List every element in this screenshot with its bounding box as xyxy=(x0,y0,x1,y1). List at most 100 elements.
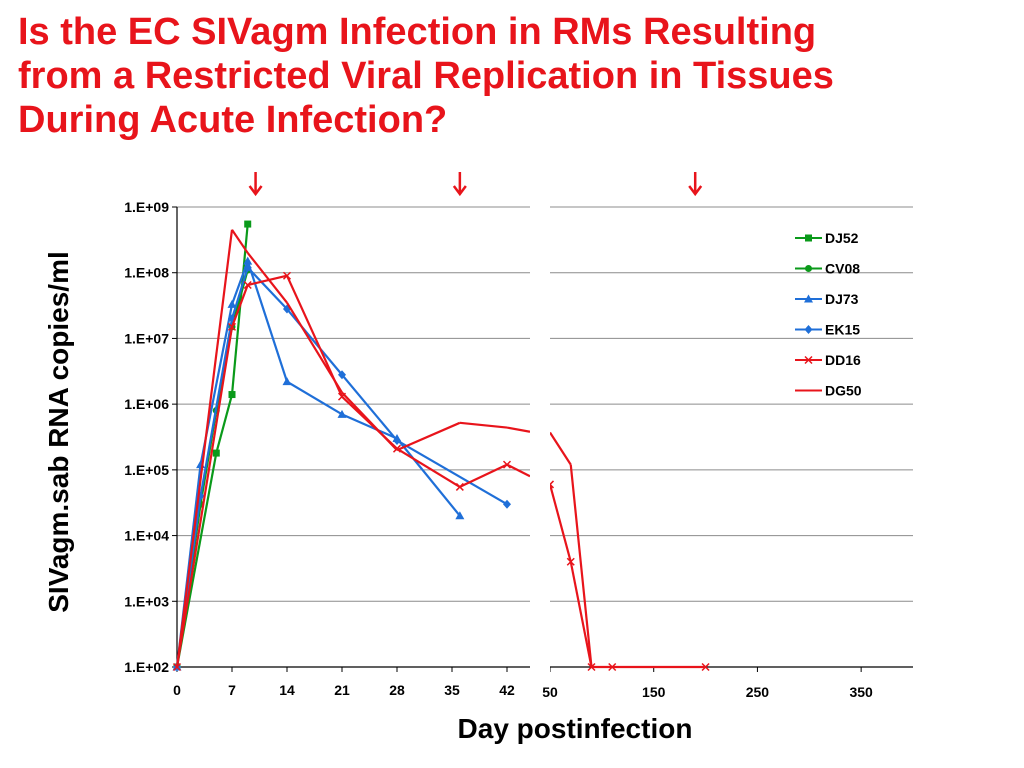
legend-item-dj52: DJ52 xyxy=(795,230,859,246)
series-segment xyxy=(506,463,531,478)
series-segment xyxy=(569,464,593,668)
x-tick-label: 150 xyxy=(642,684,666,700)
inoculation-arrow xyxy=(248,172,263,197)
series-segment xyxy=(286,302,343,394)
series-segment xyxy=(246,266,288,310)
series-segment xyxy=(199,318,234,497)
y-tick-label: 1.E+06 xyxy=(124,396,169,412)
title-line-1: Is the EC SIVagm Infection in RMs Result… xyxy=(18,11,817,53)
series-segment xyxy=(506,426,531,433)
series-segment xyxy=(175,229,234,668)
series-segment xyxy=(396,437,461,517)
marker-diamond xyxy=(338,370,346,380)
marker-x xyxy=(455,482,464,491)
x-tick-label: 35 xyxy=(444,682,460,698)
x-tick-label: 21 xyxy=(334,682,350,698)
series-segment xyxy=(230,284,249,328)
series-segment xyxy=(396,447,461,488)
marker-x xyxy=(243,280,252,290)
series-segment xyxy=(246,260,289,382)
series-segment xyxy=(341,391,398,451)
marker-square xyxy=(212,449,220,457)
series-segment xyxy=(230,267,249,319)
legend-label: DD16 xyxy=(825,352,861,368)
series-segment xyxy=(286,308,343,376)
arrow-head xyxy=(688,185,703,197)
legend-label: DJ52 xyxy=(825,230,859,246)
marker-x xyxy=(227,322,237,331)
title-line-2: from a Restricted Viral Replication in T… xyxy=(18,55,834,97)
title-line-3: During Acute Infection? xyxy=(18,99,448,141)
marker-x xyxy=(804,355,813,365)
x-tick-label: 7 xyxy=(228,682,236,698)
series-segment xyxy=(548,484,572,563)
series-segment xyxy=(459,421,508,429)
series-segment xyxy=(231,229,249,254)
legend-item-dj73: DJ73 xyxy=(795,291,859,307)
marker-circle xyxy=(805,265,812,272)
series-segment xyxy=(286,380,343,416)
series-segment xyxy=(396,421,461,452)
x-tick-label: 250 xyxy=(746,684,770,700)
y-tick-label: 1.E+08 xyxy=(124,265,169,281)
inoculation-arrow xyxy=(452,172,467,197)
y-tick-label: 1.E+07 xyxy=(124,330,169,346)
marker-triangle xyxy=(227,299,237,308)
y-tick-label: 1.E+05 xyxy=(124,462,169,478)
marker-x xyxy=(502,460,512,469)
marker-triangle xyxy=(804,294,813,303)
y-tick-label: 1.E+02 xyxy=(124,659,169,675)
series-segment xyxy=(396,439,508,506)
marker-diamond xyxy=(804,325,813,334)
inoculation-arrow xyxy=(688,172,703,197)
series-segment xyxy=(246,252,288,304)
legend-item-dd16: DD16 xyxy=(795,352,861,368)
legend-label: DG50 xyxy=(825,383,862,399)
series-segment xyxy=(215,394,234,454)
series-dd16 xyxy=(172,271,710,672)
series-segment xyxy=(175,326,234,668)
marker-square xyxy=(805,234,812,242)
series-segment xyxy=(230,223,249,395)
marker-triangle xyxy=(337,409,347,418)
legend-item-ek15: EK15 xyxy=(795,322,860,338)
series-segment xyxy=(341,413,398,440)
series-segment xyxy=(569,561,593,668)
x-tick-label: 0 xyxy=(173,682,181,698)
marker-triangle xyxy=(282,377,292,386)
marker-square xyxy=(244,220,252,228)
y-axis-title: SIVagm.sab RNA copies/ml xyxy=(43,251,74,613)
arrow-head xyxy=(452,185,467,197)
legend-label: CV08 xyxy=(825,261,860,277)
marker-diamond xyxy=(393,435,401,445)
series-dg50 xyxy=(175,229,593,668)
marker-triangle xyxy=(455,511,465,520)
arrow-head xyxy=(248,185,263,197)
series-segment xyxy=(549,431,572,466)
x-tick-label: 14 xyxy=(279,682,295,698)
legend-label: EK15 xyxy=(825,322,860,338)
x-tick-label: 350 xyxy=(849,684,873,700)
marker-triangle xyxy=(243,256,253,265)
series-segment xyxy=(247,274,288,287)
x-axis-title: Day postinfection xyxy=(458,713,693,744)
legend-label: DJ73 xyxy=(825,291,859,307)
series-segment xyxy=(459,463,508,488)
marker-diamond xyxy=(503,499,511,509)
marker-x xyxy=(701,662,710,672)
legend-item-dg50: DG50 xyxy=(795,383,862,399)
x-tick-label: 28 xyxy=(389,682,405,698)
legend-item-cv08: CV08 xyxy=(795,261,860,277)
y-tick-label: 1.E+04 xyxy=(124,528,169,544)
y-tick-label: 1.E+03 xyxy=(124,593,169,609)
slide-title: Is the EC SIVagm Infection in RMs Result… xyxy=(18,10,1018,142)
marker-x xyxy=(566,557,575,566)
series-ek15 xyxy=(173,263,511,672)
marker-x xyxy=(282,271,292,280)
marker-square xyxy=(228,391,236,399)
y-tick-label: 1.E+09 xyxy=(124,199,169,215)
x-tick-label: 42 xyxy=(499,682,515,698)
marker-x xyxy=(608,662,617,672)
x-tick-label: 50 xyxy=(542,684,558,700)
